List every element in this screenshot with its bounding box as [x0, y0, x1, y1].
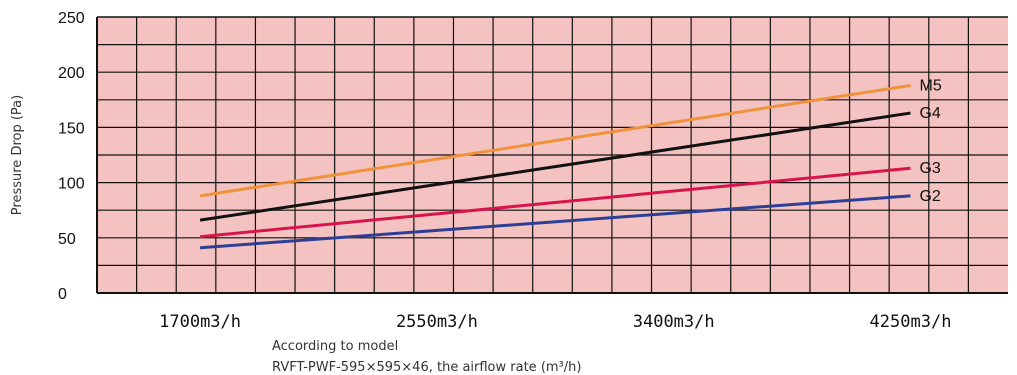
y-tick-label: 50	[58, 231, 76, 248]
grid	[97, 17, 1008, 293]
series-line-g4	[199, 111, 911, 222]
series-line-g3	[199, 166, 911, 239]
x-axis-label-line-1: According to model	[272, 339, 398, 354]
series-labels: M5 G4 G3 G2	[919, 77, 941, 204]
x-tick-labels: 1700m3/h 2550m3/h 3400m3/h 4250m3/h	[159, 312, 951, 332]
series-lines	[199, 83, 911, 250]
x-tick-label: 1700m3/h	[159, 312, 241, 332]
y-tick-labels: 0 50 100 150 200 250	[58, 10, 85, 303]
axes	[96, 16, 1008, 294]
series-label-g3: G3	[919, 160, 940, 177]
x-axis-label-line-2: RVFT-PWF-595×595×46, the airflow rate (m…	[272, 360, 581, 375]
series-line-g2	[199, 194, 911, 250]
y-tick-label: 200	[58, 65, 85, 82]
series-label-m5: M5	[919, 77, 941, 94]
x-tick-label: 4250m3/h	[870, 312, 952, 332]
x-tick-label: 2550m3/h	[396, 312, 478, 332]
y-tick-label: 100	[58, 176, 85, 193]
series-label-g4: G4	[919, 105, 940, 122]
y-tick-label: 0	[58, 286, 67, 303]
y-axis-label: Pressure Drop (Pa)	[10, 95, 25, 215]
series-label-g2: G2	[919, 188, 940, 205]
y-tick-label: 250	[58, 10, 85, 27]
series-line-m5	[199, 83, 911, 198]
x-tick-label: 3400m3/h	[633, 312, 715, 332]
y-tick-label: 150	[58, 120, 85, 137]
